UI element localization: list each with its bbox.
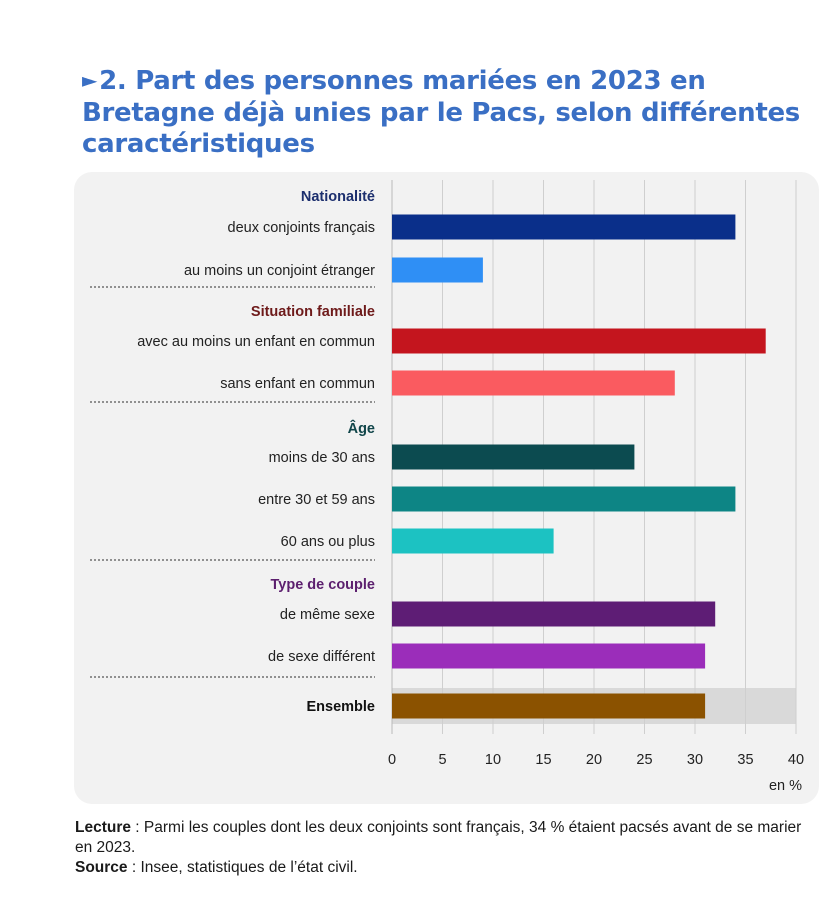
category-label: de même sexe	[280, 607, 375, 623]
x-tick-label: 10	[485, 752, 501, 768]
bar	[392, 643, 706, 669]
x-tick-label: 5	[438, 752, 446, 768]
bar-total	[392, 693, 706, 719]
group-header: Situation familiale	[251, 304, 375, 320]
lecture-text: : Parmi les couples dont les deux conjoi…	[75, 819, 802, 856]
chart-title: ►2. Part des personnes mariées en 2023 e…	[82, 66, 812, 160]
group-header: Âge	[348, 419, 375, 437]
source-label: Source	[75, 859, 128, 876]
category-label: 60 ans ou plus	[281, 534, 375, 550]
bar	[392, 528, 554, 554]
chart-footer: Lecture : Parmi les couples dont les deu…	[75, 818, 820, 878]
x-tick-label: 40	[788, 752, 804, 768]
x-tick-label: 30	[687, 752, 703, 768]
x-tick-label: 20	[586, 752, 602, 768]
category-label: moins de 30 ans	[269, 450, 375, 466]
lecture-note: Lecture : Parmi les couples dont les deu…	[75, 818, 820, 858]
category-label: sans enfant en commun	[220, 376, 375, 392]
group-header: Type de couple	[271, 577, 375, 593]
bar	[392, 328, 766, 354]
title-marker-icon: ►	[82, 68, 98, 92]
bar	[392, 601, 716, 627]
category-label: au moins un conjoint étranger	[184, 263, 375, 279]
bar	[392, 486, 736, 512]
category-label-total: Ensemble	[307, 699, 376, 715]
category-label: deux conjoints français	[228, 220, 376, 236]
category-label: de sexe différent	[268, 649, 375, 665]
source-note: Source : Insee, statistiques de l’état c…	[75, 858, 820, 878]
category-label: entre 30 et 59 ans	[258, 492, 375, 508]
chart-panel: Nationalité deux conjoints français au moi…	[74, 172, 819, 804]
title-text: 2. Part des personnes mariées en 2023 en…	[82, 66, 800, 159]
bar-chart: Nationalité deux conjoints français au moi…	[90, 180, 804, 794]
x-tick-label: 35	[737, 752, 753, 768]
group-header: Nationalité	[301, 189, 375, 205]
source-text: : Insee, statistiques de l’état civil.	[127, 859, 358, 876]
bar	[392, 370, 675, 396]
bar	[392, 257, 483, 283]
bar	[392, 214, 736, 240]
x-axis-unit-label: en %	[769, 778, 802, 794]
x-tick-label: 15	[535, 752, 551, 768]
bar	[392, 444, 635, 470]
category-label: avec au moins un enfant en commun	[137, 334, 375, 350]
lecture-label: Lecture	[75, 819, 131, 836]
x-tick-label: 25	[636, 752, 652, 768]
x-tick-label: 0	[388, 752, 396, 768]
